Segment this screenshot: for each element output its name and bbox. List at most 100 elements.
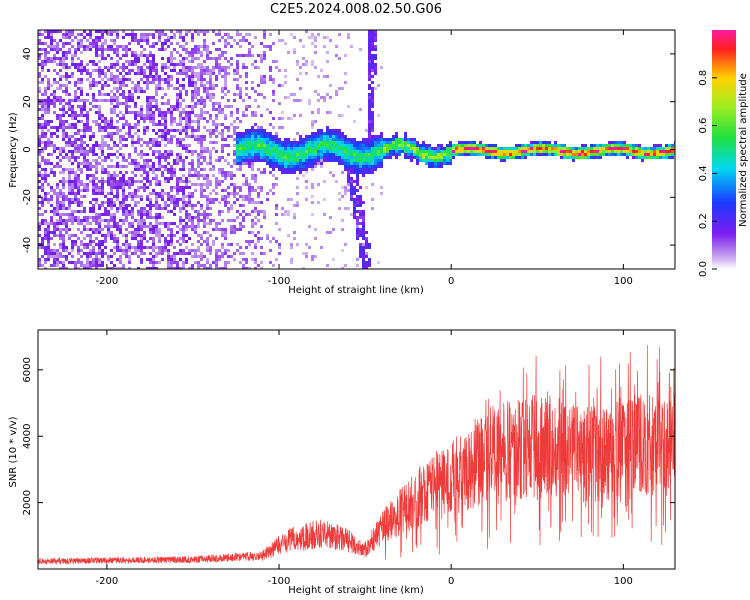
spectrogram-cell bbox=[92, 180, 95, 183]
spectrogram-cell bbox=[326, 231, 329, 234]
spectrogram-cell bbox=[329, 96, 332, 99]
spectrogram-cell bbox=[473, 144, 476, 147]
spectrogram-cell bbox=[113, 81, 116, 84]
spectrogram-cell bbox=[488, 144, 491, 147]
spectrogram-cell bbox=[53, 60, 56, 63]
spectrogram-cell bbox=[233, 93, 236, 96]
spectrogram-cell bbox=[341, 219, 344, 222]
spectrogram-cell bbox=[263, 75, 266, 78]
spectrogram-cell bbox=[128, 186, 131, 189]
spectrogram-cell bbox=[263, 51, 266, 54]
spectrogram-cell bbox=[332, 129, 335, 132]
spectrogram-cell bbox=[212, 42, 215, 45]
spectrogram-cell bbox=[398, 150, 401, 153]
spectrogram-cell bbox=[80, 195, 83, 198]
spectrogram-cell bbox=[56, 195, 59, 198]
spectrogram-cell bbox=[149, 99, 152, 102]
spectrogram-cell bbox=[200, 45, 203, 48]
spectrogram-cell bbox=[74, 240, 77, 243]
spectrogram-cell bbox=[101, 204, 104, 207]
spectrogram-cell bbox=[263, 135, 266, 138]
spectrogram-cell bbox=[434, 156, 437, 159]
spectrogram-cell bbox=[122, 213, 125, 216]
spectrogram-cell bbox=[92, 120, 95, 123]
spectrogram-cell bbox=[257, 135, 260, 138]
spectrogram-cell bbox=[389, 150, 392, 153]
spectrogram-cell bbox=[671, 144, 674, 147]
spectrogram-cell bbox=[332, 150, 335, 153]
spectrogram-cell bbox=[155, 195, 158, 198]
spectrogram-cell bbox=[281, 165, 284, 168]
spectrogram-cell bbox=[623, 141, 626, 144]
spectrogram-cell bbox=[212, 168, 215, 171]
spectrogram-cell bbox=[137, 162, 140, 165]
spectrogram-cell bbox=[71, 126, 74, 129]
snr-x-tick-label: -100 bbox=[268, 576, 291, 587]
spectrogram-cell bbox=[233, 129, 236, 132]
spectrogram-cell bbox=[272, 126, 275, 129]
spectrogram-cell bbox=[485, 144, 488, 147]
spectrogram-cell bbox=[212, 57, 215, 60]
spectrogram-cell bbox=[380, 156, 383, 159]
spectrogram-cell bbox=[326, 156, 329, 159]
spectrogram-cell bbox=[242, 159, 245, 162]
spectrogram-cell bbox=[311, 120, 314, 123]
spectrogram-cell bbox=[647, 150, 650, 153]
spectrogram-cell bbox=[77, 249, 80, 252]
spectrogram-cell bbox=[248, 165, 251, 168]
spectrogram-cell bbox=[140, 252, 143, 255]
spectrogram-cell bbox=[647, 156, 650, 159]
spectrogram-cell bbox=[215, 159, 218, 162]
spectrogram-cell bbox=[593, 147, 596, 150]
spectrogram-cell bbox=[245, 75, 248, 78]
spectrogram-cell bbox=[179, 168, 182, 171]
spectrogram-cell bbox=[341, 150, 344, 153]
spectrogram-cell bbox=[131, 180, 134, 183]
spectrogram-cell bbox=[56, 198, 59, 201]
spectrogram-cell bbox=[185, 48, 188, 51]
spectrogram-cell bbox=[155, 201, 158, 204]
spectrogram-cell bbox=[629, 150, 632, 153]
spectrogram-cell bbox=[68, 135, 71, 138]
spectrogram-cell bbox=[182, 207, 185, 210]
spectrogram-cell bbox=[191, 168, 194, 171]
spectrogram-cell bbox=[182, 78, 185, 81]
spectrogram-cell bbox=[299, 39, 302, 42]
spectrogram-cell bbox=[137, 234, 140, 237]
spectrogram-cell bbox=[257, 159, 260, 162]
spectrogram-cell bbox=[335, 156, 338, 159]
spectrogram-cell bbox=[77, 162, 80, 165]
spectrogram-cell bbox=[71, 240, 74, 243]
spectrogram-cell bbox=[263, 147, 266, 150]
spectrogram-cell bbox=[188, 117, 191, 120]
spectrogram-cell bbox=[263, 159, 266, 162]
spectrogram-cell bbox=[101, 150, 104, 153]
spectrogram-cell bbox=[80, 141, 83, 144]
spectrogram-cell bbox=[71, 216, 74, 219]
spectrogram-cell bbox=[47, 183, 50, 186]
spectrogram-cell bbox=[215, 183, 218, 186]
spectrogram-cell bbox=[164, 138, 167, 141]
spectrogram-cell bbox=[398, 144, 401, 147]
spectrogram-cell bbox=[110, 111, 113, 114]
spectrogram-cell bbox=[263, 153, 266, 156]
spectrogram-cell bbox=[191, 183, 194, 186]
spectrogram-cell bbox=[149, 75, 152, 78]
spectrogram-cell bbox=[47, 108, 50, 111]
spectrogram-cell bbox=[197, 63, 200, 66]
spectrogram-cell bbox=[563, 150, 566, 153]
colorbar-tick-label: 0.6 bbox=[698, 118, 709, 134]
spectrogram-cell bbox=[335, 129, 338, 132]
spectrogram-cell bbox=[230, 57, 233, 60]
spectrogram-cell bbox=[371, 147, 374, 150]
spectrogram-cell bbox=[215, 129, 218, 132]
spectrogram-cell bbox=[77, 204, 80, 207]
spectrogram-cell bbox=[668, 150, 671, 153]
spectrogram-cell bbox=[128, 180, 131, 183]
spectrogram-cell bbox=[47, 69, 50, 72]
spectrogram-cell bbox=[191, 243, 194, 246]
spectrogram-cell bbox=[122, 96, 125, 99]
spectrogram-cell bbox=[110, 267, 113, 269]
spectrogram-cell bbox=[248, 144, 251, 147]
spectrogram-cell bbox=[101, 117, 104, 120]
